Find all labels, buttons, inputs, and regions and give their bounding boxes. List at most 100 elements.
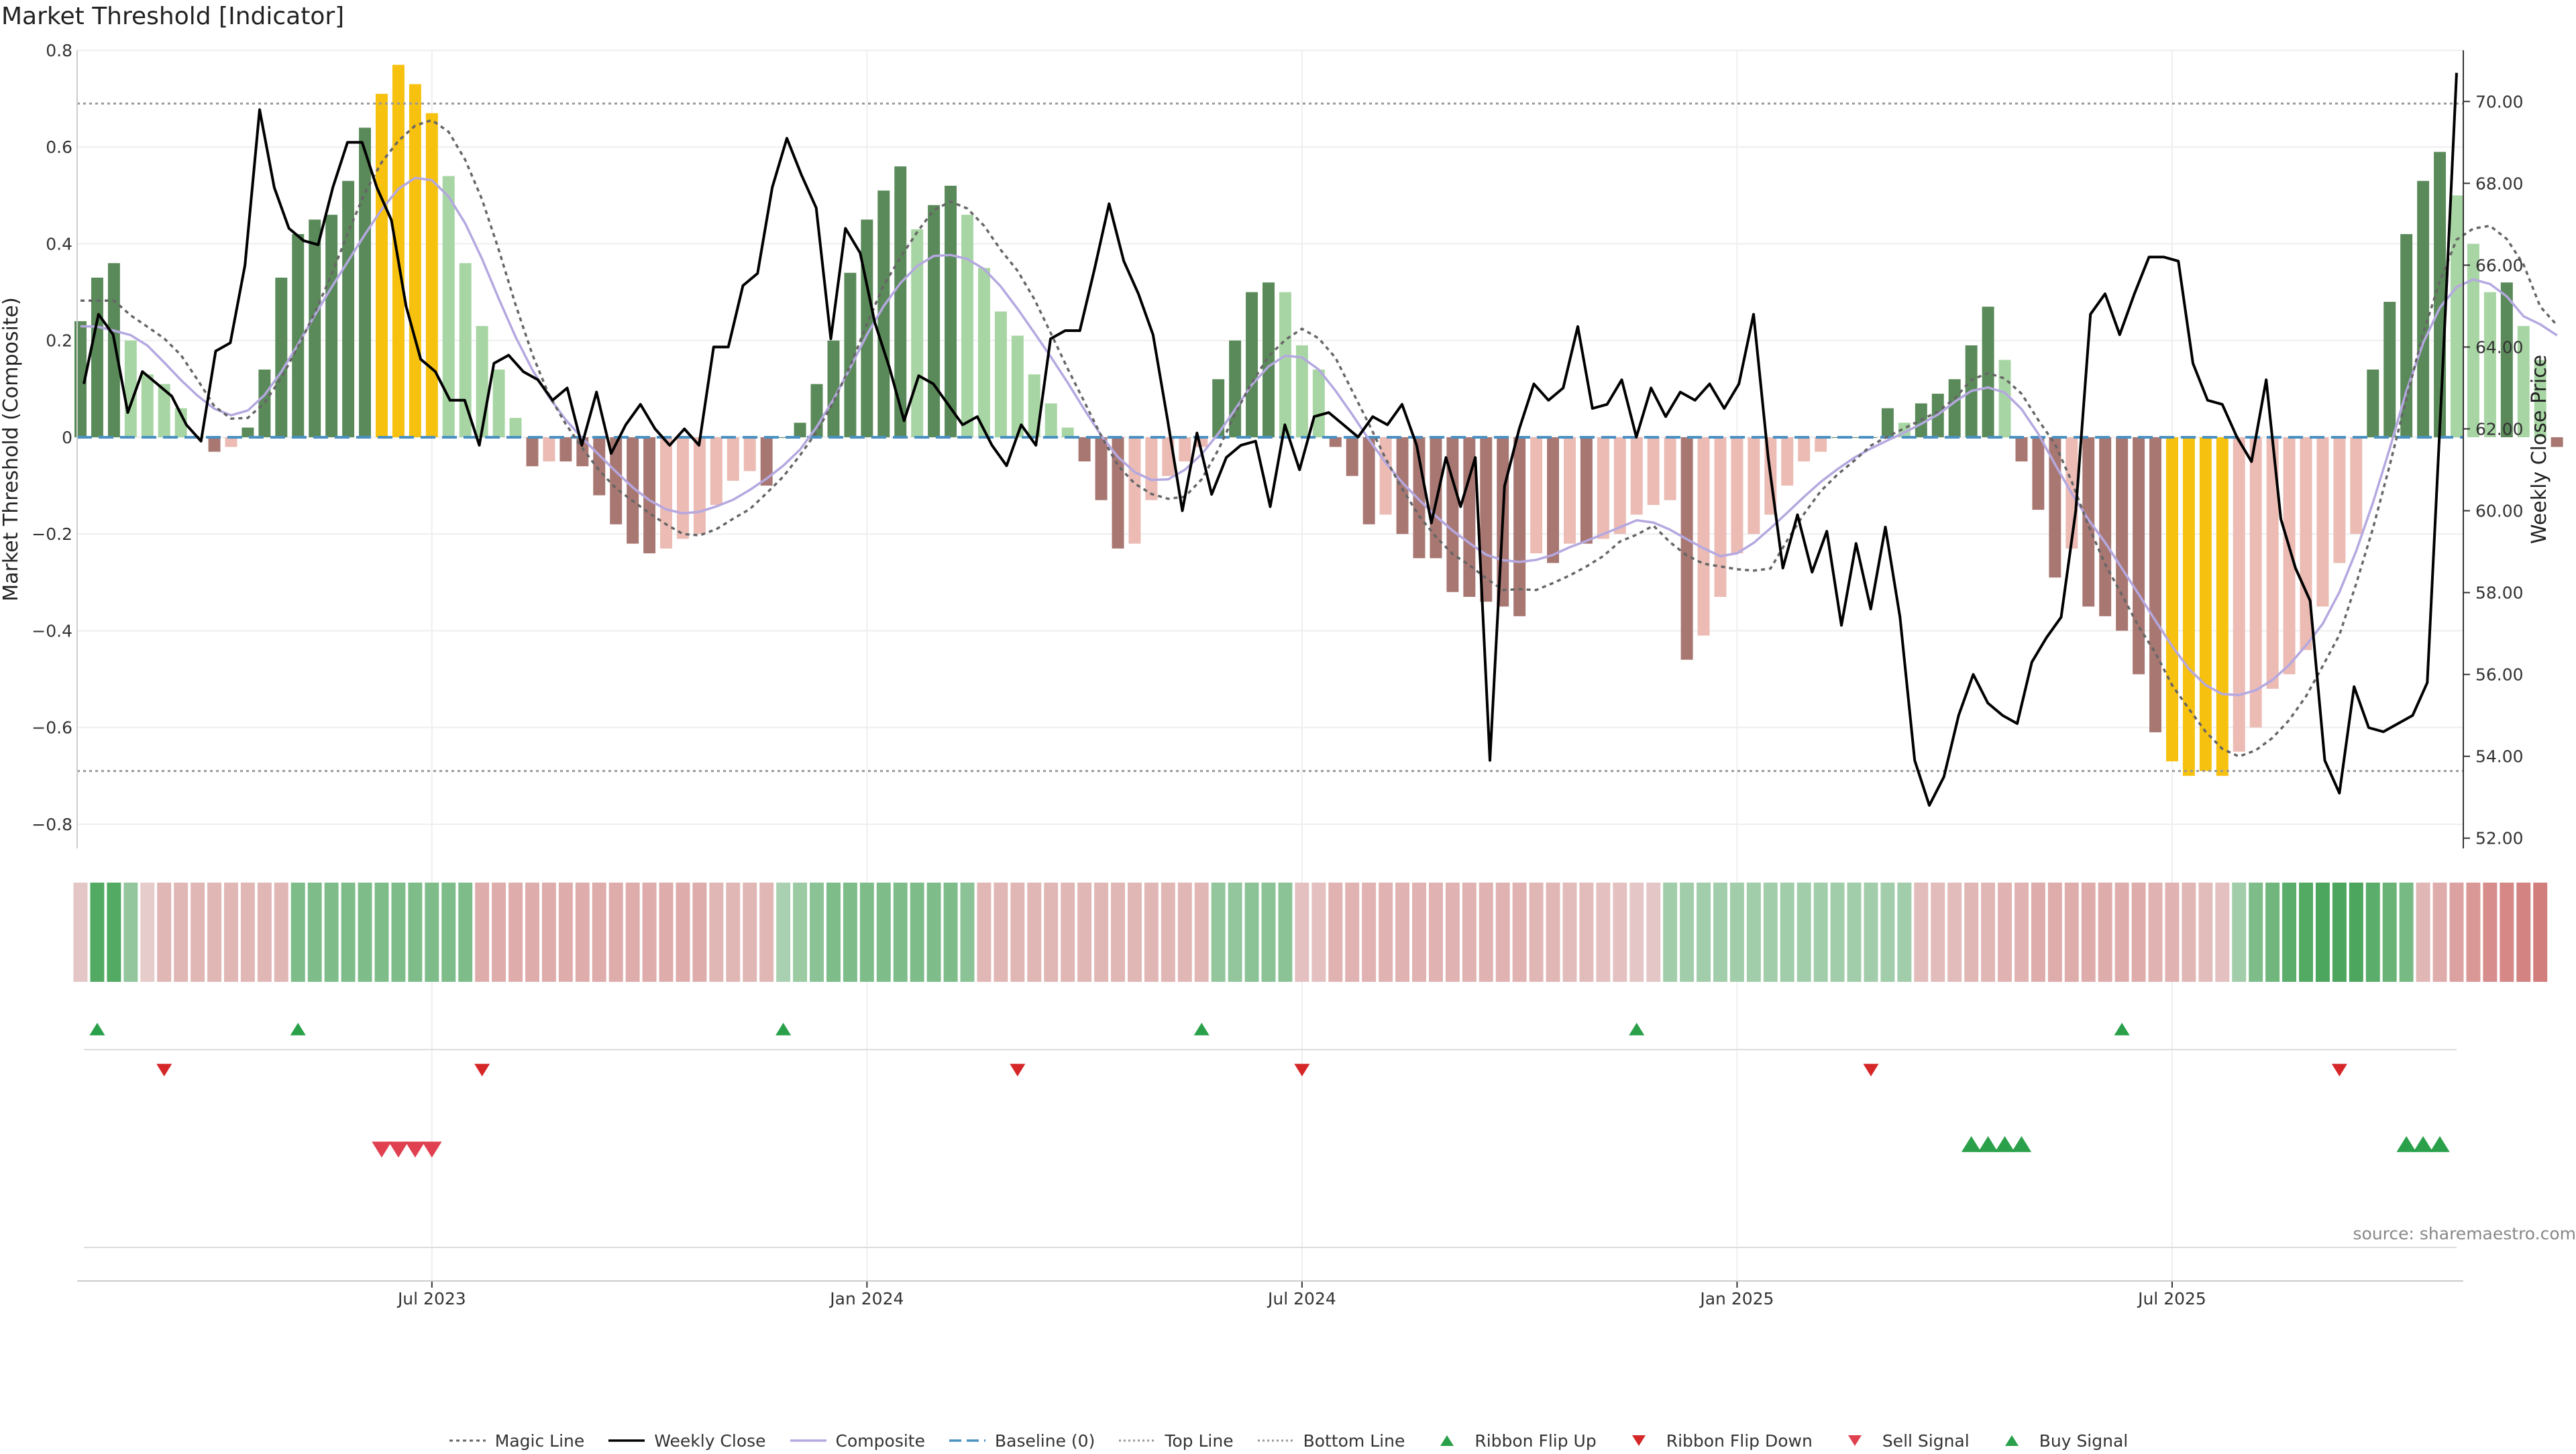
ribbon-segment [2332,883,2347,982]
y-tick-label: 0.6 [46,137,72,157]
composite-bar [1363,437,1375,524]
ribbon-segment [325,883,339,982]
composite-bar [1681,437,1693,660]
composite-bar [2451,195,2463,437]
composite-bar [2149,437,2161,732]
ribbon-segment [308,883,322,982]
ribbon-segment [2132,883,2146,982]
ribbon-segment [1947,883,1962,982]
ribbon-segment [542,883,556,982]
y2-tick-label: 64.00 [2475,337,2524,357]
composite-bar [2166,437,2178,761]
y2-tick-label: 54.00 [2475,747,2524,767]
composite-bar [811,384,823,437]
ribbon-segment [1446,883,1460,982]
composite-bar [1279,292,1291,437]
ribbon-segment [375,883,389,982]
composite-bar [1062,428,1074,437]
legend-label: Magic Line [495,1431,585,1451]
composite-bar [2383,302,2396,437]
legend-label: Bottom Line [1303,1431,1405,1451]
ribbon-segment [492,883,506,982]
legend-item-composite: Composite [789,1431,925,1451]
ribbon-segment [1395,883,1409,982]
ribbon-segment [1831,883,1845,982]
composite-bar [1949,379,1961,437]
ribbon-segment [2316,883,2330,982]
ribbon-segment [1931,883,1945,982]
composite-bar [325,215,337,437]
y2-tick-label: 56.00 [2475,665,2524,685]
composite-bar [476,326,488,437]
buy-signal-marker [2430,1136,2449,1152]
buy-signal-marker [1962,1136,1981,1152]
y-axis-label: Market Threshold (Composite) [0,297,23,602]
ribbon-segment [826,883,841,982]
ribbon-segment [1077,883,1091,982]
ribbon-segment [1747,883,1761,982]
ribbon-flip-up-marker [2114,1023,2130,1036]
composite-bar [660,437,672,549]
legend-label: Ribbon Flip Up [1474,1431,1596,1451]
legend-item-magic: Magic Line [448,1431,585,1451]
ribbon-segment [74,883,88,982]
ribbon-segment [2366,883,2380,982]
ribbon-segment [1814,883,1828,982]
ribbon-segment [358,883,372,982]
ribbon-segment [1663,883,1677,982]
ribbon-segment [2249,883,2263,982]
x-tick-label: Jan 2025 [1699,1289,1774,1308]
y-tick-label: 0.2 [46,331,72,351]
ribbon-segment [1245,883,1259,982]
x-tick-label: Jul 2023 [396,1289,466,1308]
ribbon-segment [927,883,941,982]
ribbon-segment [157,883,171,982]
ribbon-segment [224,883,238,982]
legend-item-flipdown: Ribbon Flip Down [1619,1431,1813,1451]
ribbon-segment [2215,883,2229,982]
composite-bar [2284,437,2296,674]
ribbon-segment [1412,883,1426,982]
ribbon-segment [576,883,590,982]
ribbon-segment [2149,883,2163,982]
composite-bar [2501,282,2513,437]
ribbon-segment [1161,883,1175,982]
composite-bar [911,229,923,437]
ribbon-segment [140,883,154,982]
composite-bar [376,94,388,437]
ribbon-segment [877,883,891,982]
legend-symbol-composite-icon [789,1433,828,1449]
legend-label: Sell Signal [1882,1431,1970,1451]
legend-label: Ribbon Flip Down [1666,1431,1813,1451]
composite-bar [409,84,421,437]
ribbon-segment [776,883,790,982]
legend-symbol-baseline-icon [948,1433,987,1449]
ribbon-segment [994,883,1008,982]
ribbon-segment [475,883,489,982]
legend-item-sell: Sell Signal [1835,1431,1970,1451]
ribbon-segment [1345,883,1359,982]
composite-bar [710,437,722,505]
legend-item-bottom: Bottom Line [1256,1431,1405,1451]
composite-bar [309,219,321,437]
composite-bar [559,437,572,461]
ribbon-segment [1764,883,1778,982]
ribbon-segment [1429,883,1443,982]
ribbon-flip-up-marker [1194,1023,1210,1036]
composite-bar [543,437,555,461]
composite-bar [2367,370,2379,437]
ribbon-segment [525,883,539,982]
composite-bar [1263,282,1275,437]
legend-item-top: Top Line [1118,1431,1233,1451]
composite-bar [1815,437,1827,452]
ribbon-segment [258,883,272,982]
y2-axis-label: Weekly Close Price [2528,355,2551,544]
legend-symbol-flipup-icon [1428,1433,1466,1449]
ribbon-segment [2065,883,2079,982]
ribbon-flip-down-marker [1010,1064,1025,1076]
composite-bar [945,186,957,437]
composite-bar [1748,437,1760,534]
composite-bar [108,263,120,437]
ribbon-segment [458,883,472,982]
ribbon-strip [74,883,2548,982]
